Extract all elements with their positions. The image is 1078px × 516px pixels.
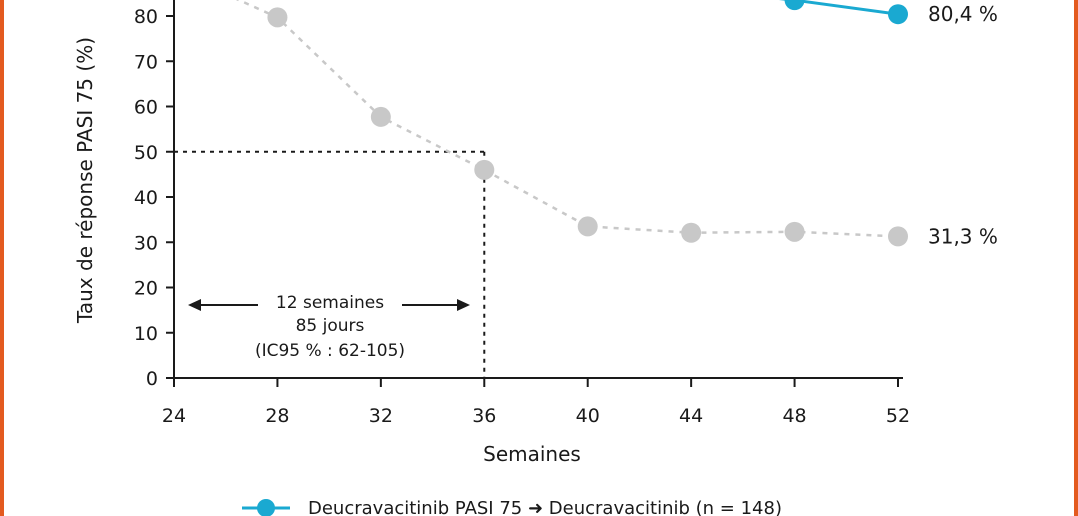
series-line [235, 0, 899, 238]
y-tick-label: 30 [134, 232, 158, 254]
legend-label: Deucravacitinib PASI 75 ➜ Deucravacitini… [308, 498, 782, 516]
end-value-label: 80,4 % [928, 2, 998, 26]
data-point [681, 222, 702, 243]
y-tick-label: 70 [134, 51, 158, 73]
y-tick-label: 10 [134, 323, 158, 345]
end-value-label: 31,3 % [928, 224, 998, 248]
data-point [577, 216, 598, 237]
annotation-line-1: 12 semaines [276, 293, 384, 313]
series-2: 31,3 % [235, 0, 998, 248]
data-point [888, 226, 908, 247]
x-tick-label: 28 [265, 405, 289, 427]
x-tick-label: 36 [472, 405, 496, 427]
x-axis-title: Semaines [483, 442, 581, 466]
annotation-line-2: 85 jours [296, 316, 365, 336]
y-tick-label: 50 [134, 142, 158, 164]
arrow-right-head [457, 299, 470, 311]
y-tick-label: 80 [134, 6, 158, 28]
reference-lines [174, 150, 486, 378]
annotation-line-3: (IC95 % : 62-105) [255, 341, 405, 361]
x-tick-label: 32 [369, 405, 393, 427]
data-point [370, 106, 391, 127]
y-tick-label: 0 [146, 368, 158, 390]
series-group: 31,3 % 80,4 % [235, 0, 998, 248]
frame-border-left [0, 0, 4, 516]
legend-marker [257, 499, 275, 516]
y-tick-label: 20 [134, 278, 158, 300]
data-point [474, 159, 495, 180]
y-tick-label: 60 [134, 97, 158, 119]
data-point [267, 7, 288, 28]
y-axis-title: Taux de réponse PASI 75 (%) [73, 37, 97, 324]
x-tick-label: 24 [162, 405, 186, 427]
x-tick-label: 40 [576, 405, 600, 427]
legend: Deucravacitinib PASI 75 ➜ Deucravacitini… [242, 498, 782, 516]
data-point [888, 4, 908, 25]
data-point [784, 221, 805, 242]
annotation-group: 12 semaines 85 jours (IC95 % : 62-105) [188, 293, 470, 361]
series-1: 80,4 % [778, 0, 998, 26]
arrow-left-head [188, 299, 201, 311]
data-point [784, 0, 805, 11]
axes: 0 10 20 30 40 50 60 70 80 24 28 32 36 40 44 48 52 [134, 0, 910, 427]
y-tick-label: 40 [134, 187, 158, 209]
x-tick-label: 44 [679, 405, 703, 427]
x-tick-label: 48 [782, 405, 806, 427]
x-tick-label: 52 [886, 405, 910, 427]
frame-border-right [1074, 0, 1078, 516]
